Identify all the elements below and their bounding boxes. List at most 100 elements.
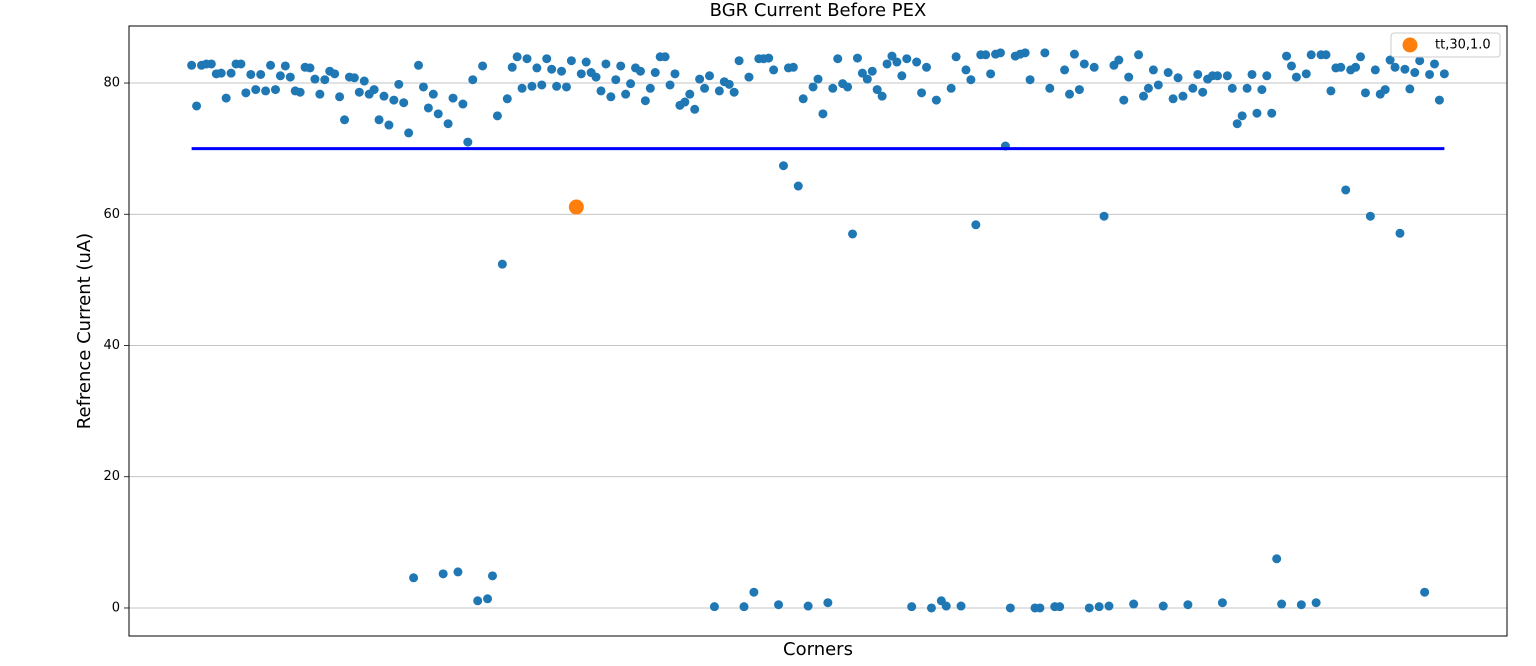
scatter-point bbox=[354, 87, 364, 97]
scatter-point bbox=[1252, 108, 1262, 118]
scatter-point bbox=[961, 65, 971, 75]
scatter-point bbox=[1143, 83, 1153, 93]
scatter-point bbox=[1055, 602, 1065, 612]
scatter-point bbox=[443, 119, 453, 129]
scatter-point bbox=[438, 569, 448, 579]
scatter-point bbox=[616, 61, 626, 71]
scatter-point bbox=[192, 101, 202, 111]
scatter-point bbox=[463, 137, 473, 147]
scatter-point bbox=[1217, 598, 1227, 608]
scatter-point bbox=[626, 79, 636, 89]
scatter-point bbox=[813, 74, 823, 84]
scatter-point bbox=[315, 89, 325, 99]
scatter-point bbox=[1267, 108, 1277, 118]
scatter-point bbox=[1129, 599, 1139, 609]
scatter-point bbox=[1277, 599, 1287, 609]
scatter-point bbox=[1060, 65, 1070, 75]
scatter-point bbox=[1065, 89, 1075, 99]
scatter-point bbox=[423, 103, 433, 113]
scatter-point bbox=[764, 53, 774, 63]
scatter-point bbox=[409, 573, 419, 583]
y-axis-label: Refrence Current (uA) bbox=[74, 233, 95, 429]
scatter-point bbox=[1139, 91, 1149, 101]
scatter-point bbox=[922, 62, 932, 72]
scatter-point bbox=[1232, 119, 1242, 129]
scatter-point bbox=[690, 104, 700, 114]
scatter-point bbox=[917, 88, 927, 98]
scatter-point bbox=[1360, 88, 1370, 98]
scatter-point bbox=[1045, 83, 1055, 93]
scatter-point bbox=[995, 48, 1005, 58]
scatter-point bbox=[295, 87, 305, 97]
scatter-point bbox=[512, 52, 522, 62]
scatter-point bbox=[912, 57, 922, 67]
scatter-point bbox=[872, 85, 882, 95]
scatter-point bbox=[428, 89, 438, 99]
scatter-point bbox=[468, 75, 478, 85]
scatter-point bbox=[310, 74, 320, 84]
scatter-point bbox=[502, 94, 512, 104]
scatter-point bbox=[650, 68, 660, 78]
scatter-point bbox=[527, 81, 537, 91]
scatter-point bbox=[547, 64, 557, 74]
scatter-point bbox=[285, 72, 295, 82]
scatter-point bbox=[670, 69, 680, 79]
scatter-point bbox=[1395, 228, 1405, 238]
scatter-point bbox=[566, 56, 576, 66]
scatter-point bbox=[256, 69, 266, 79]
scatter-point bbox=[729, 87, 739, 97]
scatter-point bbox=[1351, 62, 1361, 72]
y-tick-label: 20 bbox=[103, 469, 120, 484]
scatter-point bbox=[187, 60, 197, 70]
scatter-point bbox=[778, 161, 788, 171]
scatter-point bbox=[611, 75, 621, 85]
scatter-point bbox=[793, 181, 803, 191]
scatter-point bbox=[458, 99, 468, 109]
scatter-point bbox=[857, 68, 867, 78]
scatter-point bbox=[1410, 68, 1420, 78]
scatter-point bbox=[473, 596, 483, 606]
scatter-point bbox=[601, 59, 611, 69]
scatter-point bbox=[1212, 71, 1222, 81]
scatter-point bbox=[1311, 598, 1321, 608]
x-axis-label: Corners bbox=[783, 639, 853, 660]
scatter-point bbox=[359, 76, 369, 86]
scatter-point bbox=[497, 259, 507, 269]
scatter-point bbox=[907, 602, 917, 612]
scatter-point bbox=[828, 83, 838, 93]
scatter-point bbox=[892, 57, 902, 67]
scatter-point bbox=[433, 109, 443, 119]
scatter-point bbox=[226, 68, 236, 78]
scatter-point bbox=[414, 60, 424, 70]
scatter-point bbox=[552, 81, 562, 91]
scatter-point bbox=[1257, 85, 1267, 95]
scatter-point bbox=[404, 128, 414, 138]
scatter-point bbox=[1099, 211, 1109, 221]
scatter-point bbox=[887, 51, 897, 61]
scatter-point bbox=[1321, 50, 1331, 60]
scatter-point bbox=[270, 85, 280, 95]
scatter-point bbox=[1193, 69, 1203, 79]
scatter-point bbox=[749, 587, 759, 597]
scatter-point bbox=[236, 59, 246, 69]
scatter-point bbox=[483, 594, 493, 604]
scatter-point bbox=[1163, 68, 1173, 78]
scatter-point bbox=[568, 199, 584, 215]
scatter-point bbox=[621, 89, 631, 99]
scatter-point bbox=[1365, 211, 1375, 221]
scatter-point bbox=[216, 68, 226, 78]
scatter-point bbox=[221, 93, 231, 103]
legend-marker bbox=[1402, 37, 1418, 53]
scatter-point bbox=[1069, 49, 1079, 59]
scatter-point bbox=[1104, 601, 1114, 611]
scatter-point bbox=[897, 71, 907, 81]
scatter-point bbox=[1336, 62, 1346, 72]
scatter-point bbox=[266, 60, 276, 70]
scatter-point bbox=[882, 59, 892, 69]
scatter-point bbox=[1272, 554, 1282, 564]
scatter-point bbox=[581, 57, 591, 67]
scatter-point bbox=[1089, 62, 1099, 72]
scatter-point bbox=[848, 229, 858, 239]
scatter-point bbox=[1326, 86, 1336, 96]
